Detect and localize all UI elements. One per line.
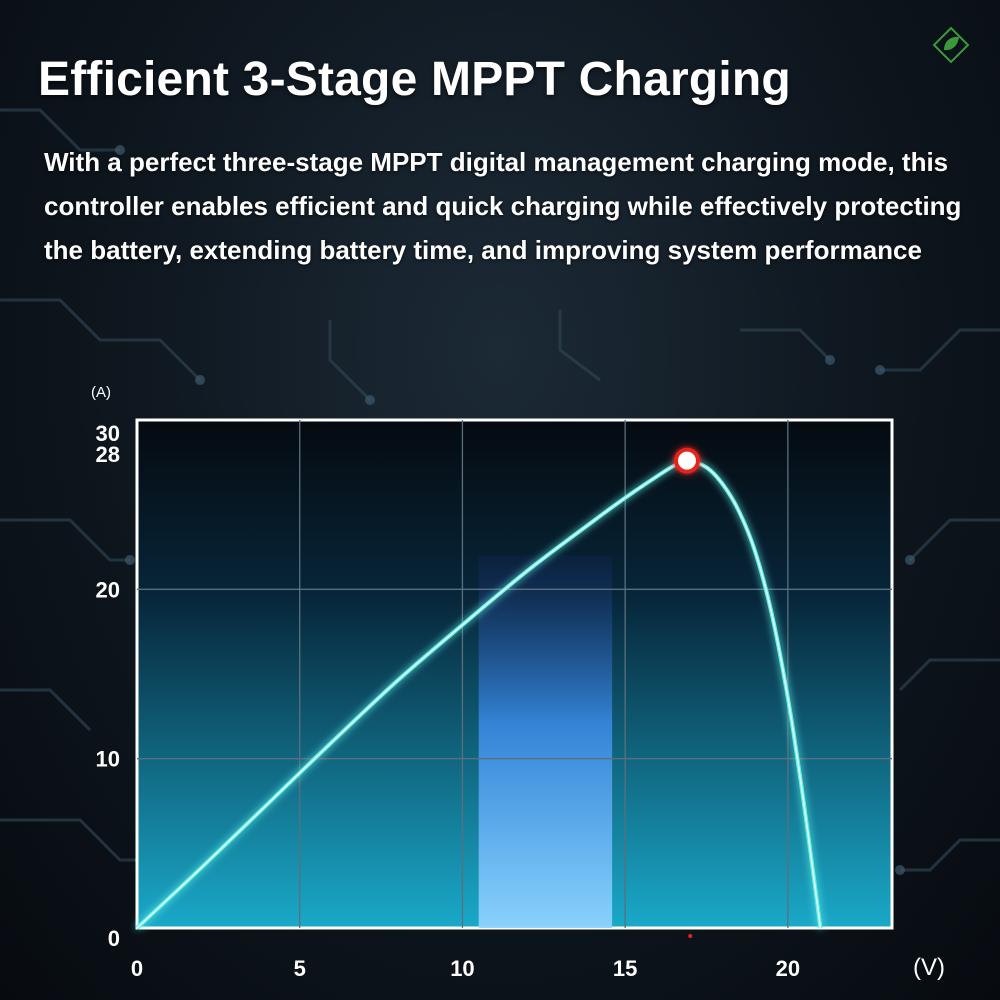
x-tick-label: 0 — [131, 956, 143, 981]
x-tick-label: 10 — [450, 956, 474, 981]
y-tick-label: 10 — [96, 747, 120, 772]
peak-marker — [673, 447, 700, 474]
description-text: With a perfect three-stage MPPT digital … — [44, 147, 962, 265]
y-tick-label: 20 — [96, 577, 120, 602]
y-tick-label: 30 — [96, 421, 120, 446]
y-tick-label: 28 — [96, 442, 120, 467]
leaf-diamond-icon — [932, 26, 970, 64]
highlight-band — [478, 555, 613, 928]
y-axis-label: (A) — [91, 384, 111, 401]
x-tick-label: 20 — [776, 956, 800, 981]
page-title: Efficient 3-Stage MPPT Charging — [38, 53, 791, 106]
axis-dot — [688, 934, 693, 938]
x-axis-label: (V) — [913, 954, 945, 981]
x-tick-label: 15 — [613, 956, 637, 981]
y-tick-label: 0 — [108, 926, 120, 951]
x-tick-label: 5 — [294, 956, 306, 981]
